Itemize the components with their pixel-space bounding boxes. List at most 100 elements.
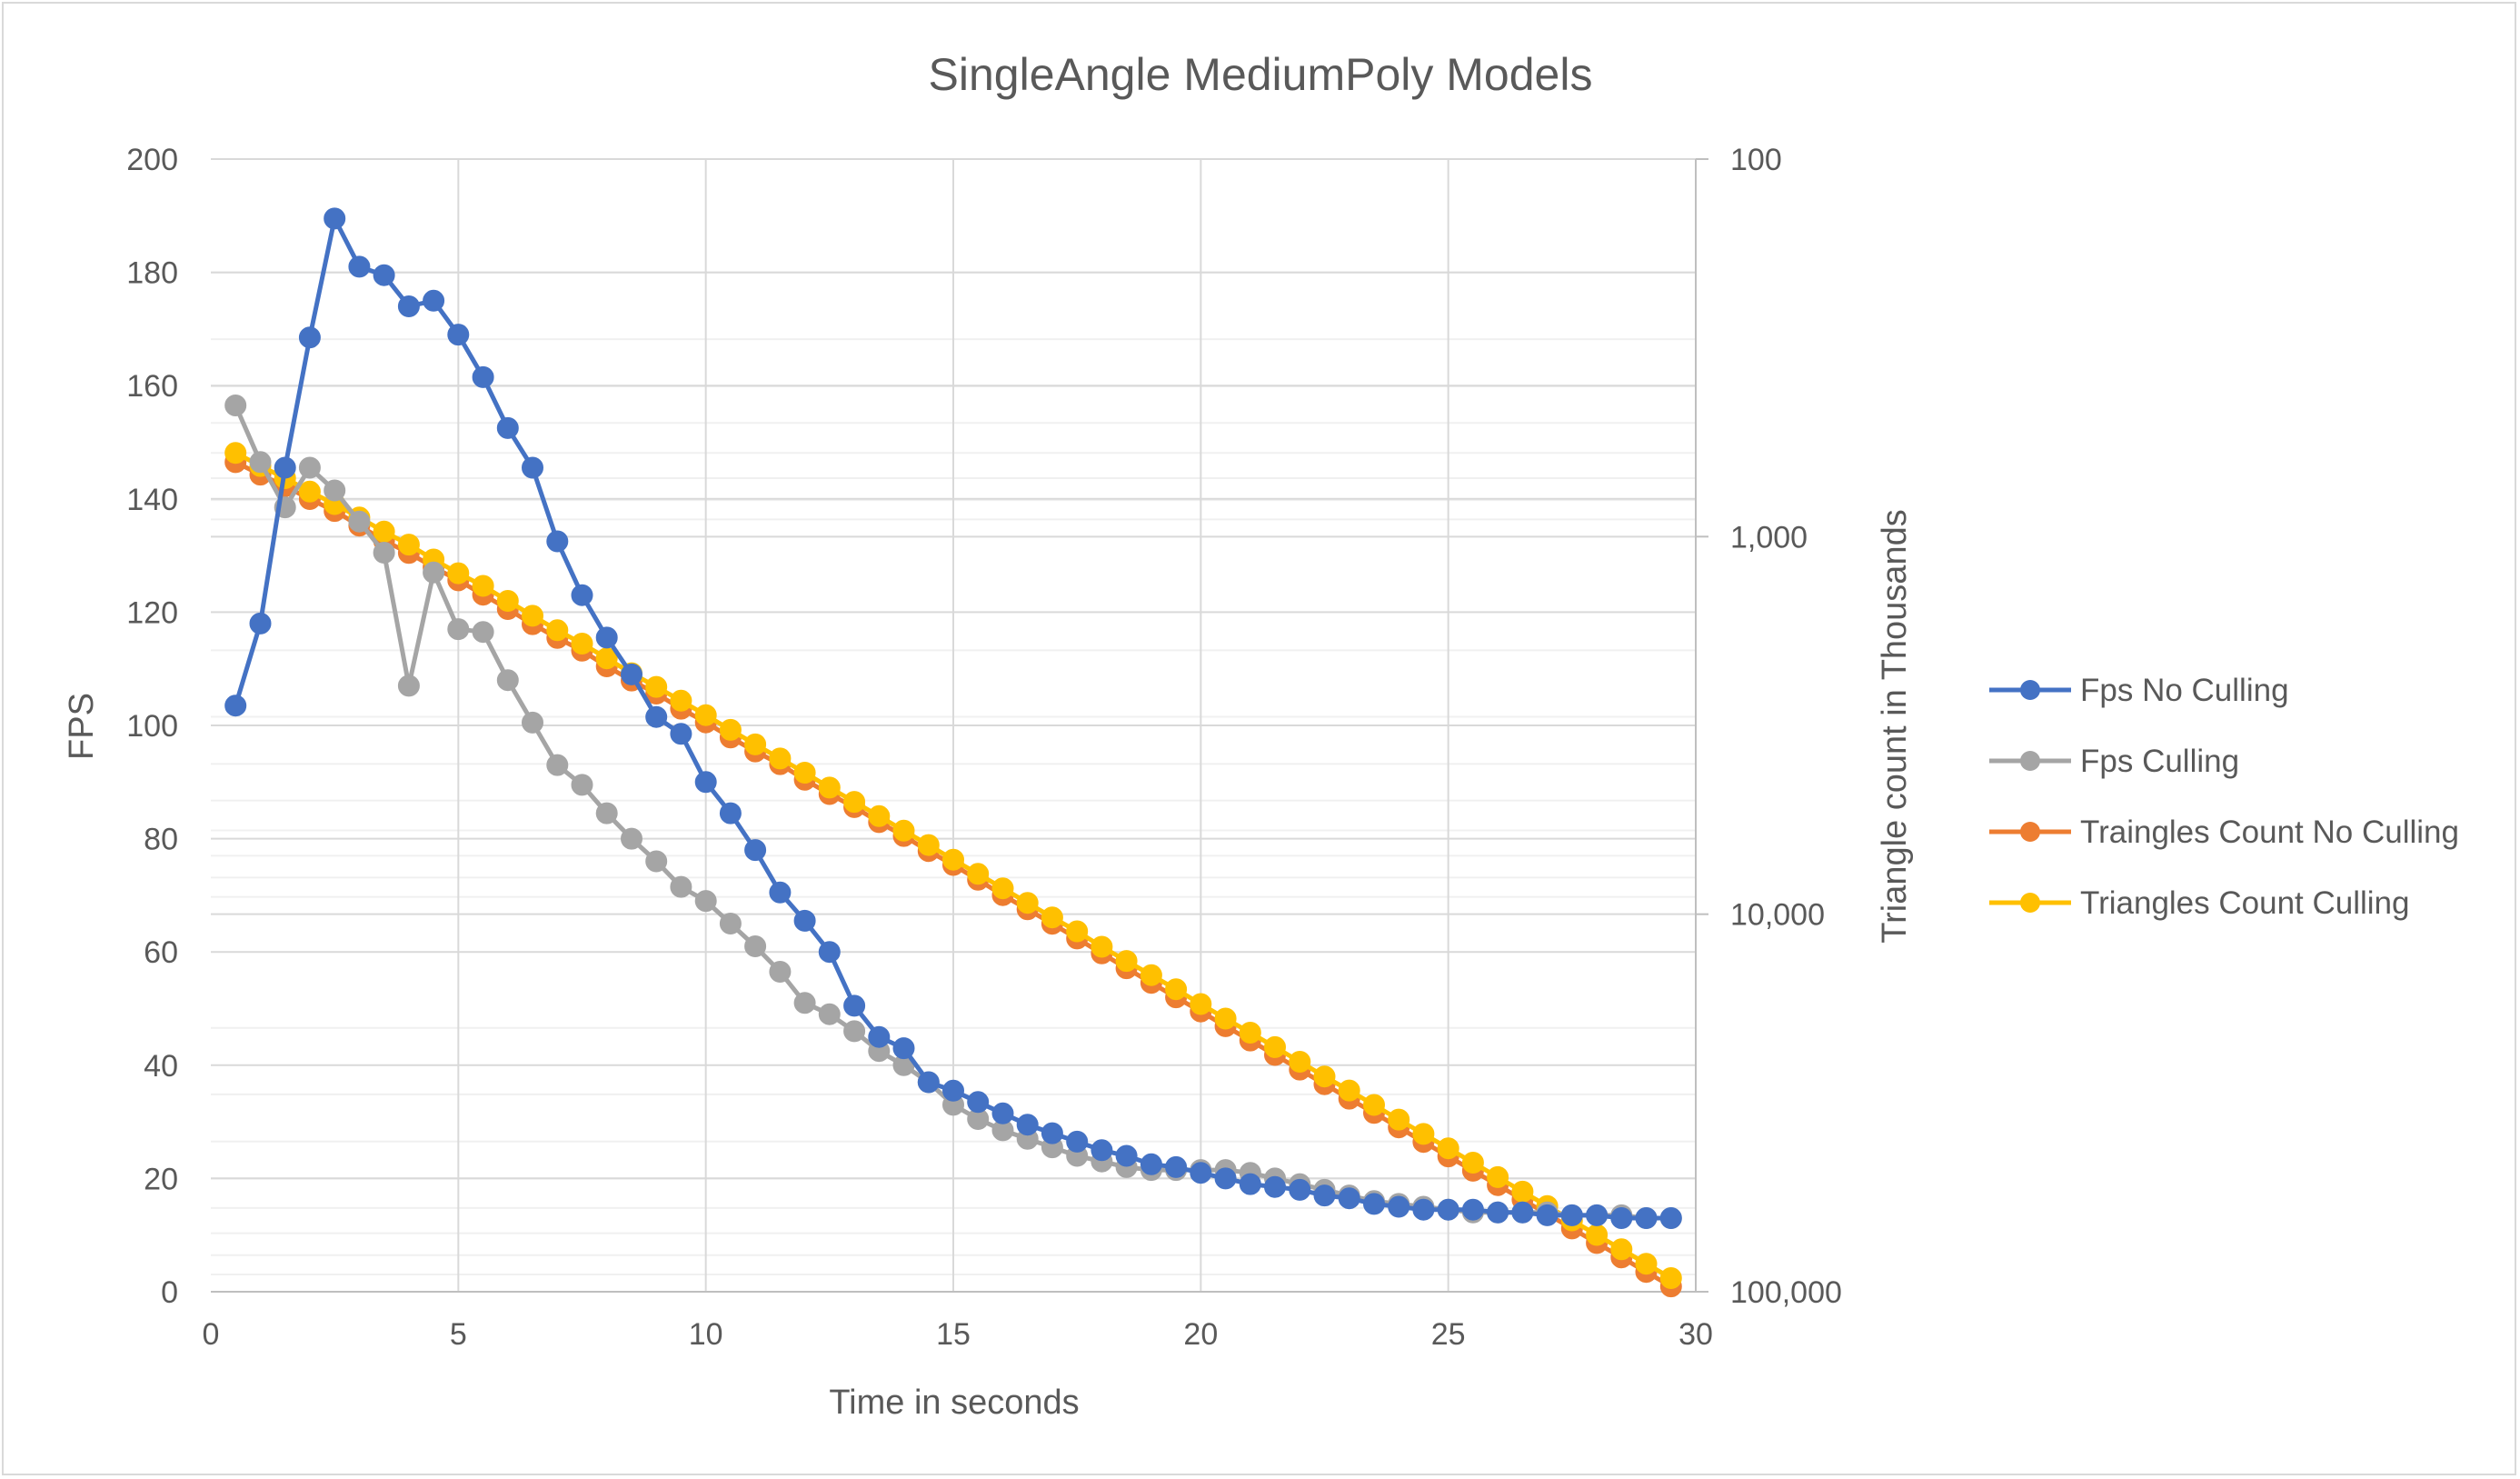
legend-item: Fps No Culling	[1989, 673, 2289, 708]
data-point	[397, 295, 420, 317]
data-point	[917, 1071, 940, 1094]
data-point	[1066, 1130, 1089, 1153]
data-point	[1610, 1207, 1633, 1229]
data-point	[1214, 1007, 1237, 1030]
data-point	[793, 762, 816, 784]
data-point	[1586, 1204, 1609, 1226]
data-point	[892, 1037, 915, 1060]
data-point	[769, 961, 792, 983]
data-point	[1115, 950, 1138, 973]
data-point	[1560, 1204, 1583, 1226]
legend-label: Fps No Culling	[2080, 673, 2289, 708]
data-point	[249, 451, 272, 474]
data-point	[1461, 1152, 1484, 1174]
data-point	[1041, 906, 1063, 929]
data-point	[670, 689, 692, 712]
data-point	[447, 324, 470, 346]
data-point	[694, 771, 717, 794]
data-point	[1388, 1108, 1410, 1131]
line-chart: 0 5 10 15 20 25 30 0 20 40 60 80 100 120 140 160 180 200 1…	[63, 49, 2459, 1422]
data-point	[1239, 1173, 1261, 1195]
data-point	[373, 542, 395, 564]
y-axis-title: FPS	[63, 693, 101, 760]
y2-tick-label: 1,000	[1730, 520, 1808, 555]
data-point	[1363, 1094, 1385, 1116]
data-point	[298, 326, 321, 349]
data-point	[818, 941, 841, 964]
data-point	[1659, 1267, 1682, 1289]
data-point	[496, 590, 519, 612]
legend-marker	[2020, 822, 2040, 842]
data-point	[818, 1003, 841, 1025]
data-point	[348, 255, 371, 278]
chart-title: SingleAngle MediumPoly Models	[929, 49, 1593, 100]
data-point	[1264, 1175, 1286, 1198]
data-point	[249, 612, 272, 635]
data-point	[694, 890, 717, 913]
data-point	[522, 456, 543, 479]
legend-marker	[2020, 680, 2040, 700]
data-point	[496, 416, 519, 439]
data-point	[645, 705, 668, 728]
data-point	[1091, 1139, 1113, 1162]
data-point	[1412, 1198, 1435, 1221]
data-point	[744, 839, 767, 862]
data-point	[1016, 892, 1039, 914]
data-point	[546, 530, 569, 553]
data-point	[942, 848, 964, 871]
data-point	[472, 575, 494, 597]
data-point	[670, 875, 692, 898]
data-point	[1437, 1198, 1459, 1221]
data-point	[595, 626, 618, 649]
legend: Fps No Culling Fps Culling Traingles Count…	[1989, 673, 2459, 921]
data-point	[1487, 1201, 1509, 1224]
data-point	[1289, 1178, 1311, 1201]
legend-marker	[2020, 751, 2040, 771]
x-tick-label: 5	[450, 1317, 467, 1352]
y2-tick-label: 10,000	[1730, 898, 1825, 933]
data-point	[942, 1079, 964, 1102]
data-point	[397, 675, 420, 697]
data-point	[1610, 1238, 1633, 1261]
y-tick-label: 200	[126, 143, 178, 177]
data-point	[447, 562, 470, 585]
y-tick-label: 140	[126, 483, 178, 517]
data-point	[967, 863, 990, 885]
data-point	[1190, 993, 1212, 1015]
data-point	[522, 711, 543, 734]
legend-item: Fps Culling	[1989, 744, 2239, 779]
y-tick-label: 60	[144, 935, 178, 970]
data-point	[522, 605, 543, 627]
y2-tick-label: 100,000	[1730, 1275, 1842, 1310]
data-point	[571, 633, 593, 655]
data-point	[1165, 1155, 1188, 1178]
data-point	[1313, 1184, 1336, 1207]
x-tick-label: 20	[1183, 1317, 1218, 1352]
x-tick-label: 25	[1431, 1317, 1466, 1352]
data-point	[868, 1025, 891, 1048]
data-point	[991, 877, 1014, 900]
data-point	[1338, 1187, 1360, 1210]
data-point	[1140, 964, 1162, 986]
series-fps-no-culling	[224, 207, 1682, 1229]
data-point	[1190, 1162, 1212, 1184]
data-point	[719, 913, 742, 934]
data-point	[1289, 1051, 1311, 1073]
data-point	[892, 819, 915, 842]
data-point	[1140, 1153, 1162, 1175]
y-tick-label: 180	[126, 256, 178, 291]
legend-item: Triangles Count Culling	[1989, 885, 2410, 921]
data-point	[571, 774, 593, 796]
x-tick-label: 15	[936, 1317, 971, 1352]
y-tick-label: 160	[126, 369, 178, 404]
data-point	[991, 1102, 1014, 1124]
data-point	[1635, 1207, 1658, 1229]
major-gridlines	[211, 158, 1697, 1293]
tick-labels: 0 5 10 15 20 25 30 0 20 40 60 80 100 120 140 160 180 200 1…	[126, 143, 1842, 1352]
data-point	[298, 456, 321, 479]
data-point	[1487, 1165, 1509, 1188]
data-point	[1165, 978, 1188, 1001]
data-point	[769, 747, 792, 770]
data-point	[472, 621, 494, 644]
